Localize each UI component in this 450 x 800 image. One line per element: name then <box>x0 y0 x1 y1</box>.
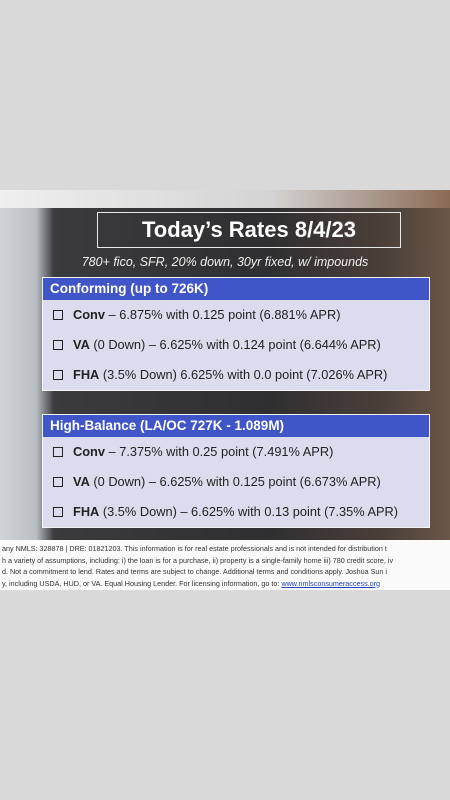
loan-type: FHA <box>73 367 100 382</box>
rate-text: (0 Down) – 6.625% with 0.125 point (6.67… <box>89 474 381 489</box>
disclaimer-text: d. Not a commitment to lend. Rates and t… <box>2 567 388 576</box>
rate-text: (3.5% Down) – 6.625% with 0.13 point (7.… <box>99 504 399 519</box>
subtitle: 780+ fico, SFR, 20% down, 30yr fixed, w/… <box>81 255 369 269</box>
rate-row: VA (0 Down) – 6.625% with 0.124 point (6… <box>43 330 429 360</box>
rate-text: – 6.875% with 0.125 point (6.881% APR) <box>105 307 341 322</box>
checkbox <box>53 507 63 517</box>
rate-section: High-Balance (LA/OC 727K - 1.089M) Conv –… <box>42 414 430 528</box>
section-header: High-Balance (LA/OC 727K - 1.089M) <box>43 415 429 437</box>
rate-row: Conv – 7.375% with 0.25 point (7.491% AP… <box>43 437 429 467</box>
disclaimer-line: h a variety of assumptions, including: i… <box>0 555 450 567</box>
rate-row: FHA (3.5% Down) – 6.625% with 0.13 point… <box>43 497 429 527</box>
loan-type: FHA <box>73 504 100 519</box>
rate-text: (3.5% Down) 6.625% with 0.0 point (7.026… <box>99 367 388 382</box>
checkbox <box>53 477 63 487</box>
disclaimer-text: h a variety of assumptions, including: i… <box>2 555 394 565</box>
checkbox <box>53 340 63 350</box>
checkbox <box>53 370 63 380</box>
disclaimer-line: y, including USDA, HUD, or VA. Equal Hou… <box>0 578 450 590</box>
rate-text: – 7.375% with 0.25 point (7.491% APR) <box>105 444 334 459</box>
disclaimer-text: y, including USDA, HUD, or VA. Equal Hou… <box>2 578 282 588</box>
rate-text: (0 Down) – 6.625% with 0.124 point (6.64… <box>89 337 381 352</box>
disclaimer-line: any NMLS: 328878 | DRE: 01821203. This i… <box>0 543 450 555</box>
section-header: Conforming (up to 726K) <box>43 278 429 300</box>
licensing-link[interactable]: www.nmlsconsumeraccess.org <box>281 578 381 588</box>
disclaimer-text: any NMLS: 328878 | DRE: 01821203. This i… <box>2 544 387 553</box>
loan-type: Conv <box>73 444 105 459</box>
rate-section: Conforming (up to 726K) Conv – 6.875% wit… <box>42 277 430 391</box>
rate-row: Conv – 6.875% with 0.125 point (6.881% A… <box>43 300 429 330</box>
disclaimer: any NMLS: 328878 | DRE: 01821203. This i… <box>0 540 450 590</box>
disclaimer-line: d. Not a commitment to lend. Rates and t… <box>0 566 450 578</box>
rate-row: VA (0 Down) – 6.625% with 0.125 point (6… <box>43 467 429 497</box>
checkbox <box>53 447 63 457</box>
ceiling <box>0 190 450 208</box>
loan-type: VA <box>73 337 90 352</box>
rate-row: FHA (3.5% Down) 6.625% with 0.0 point (7… <box>43 360 429 390</box>
loan-type: Conv <box>73 307 105 322</box>
title: Today’s Rates 8/4/23 <box>97 212 401 248</box>
checkbox <box>53 310 63 320</box>
loan-type: VA <box>73 474 90 489</box>
